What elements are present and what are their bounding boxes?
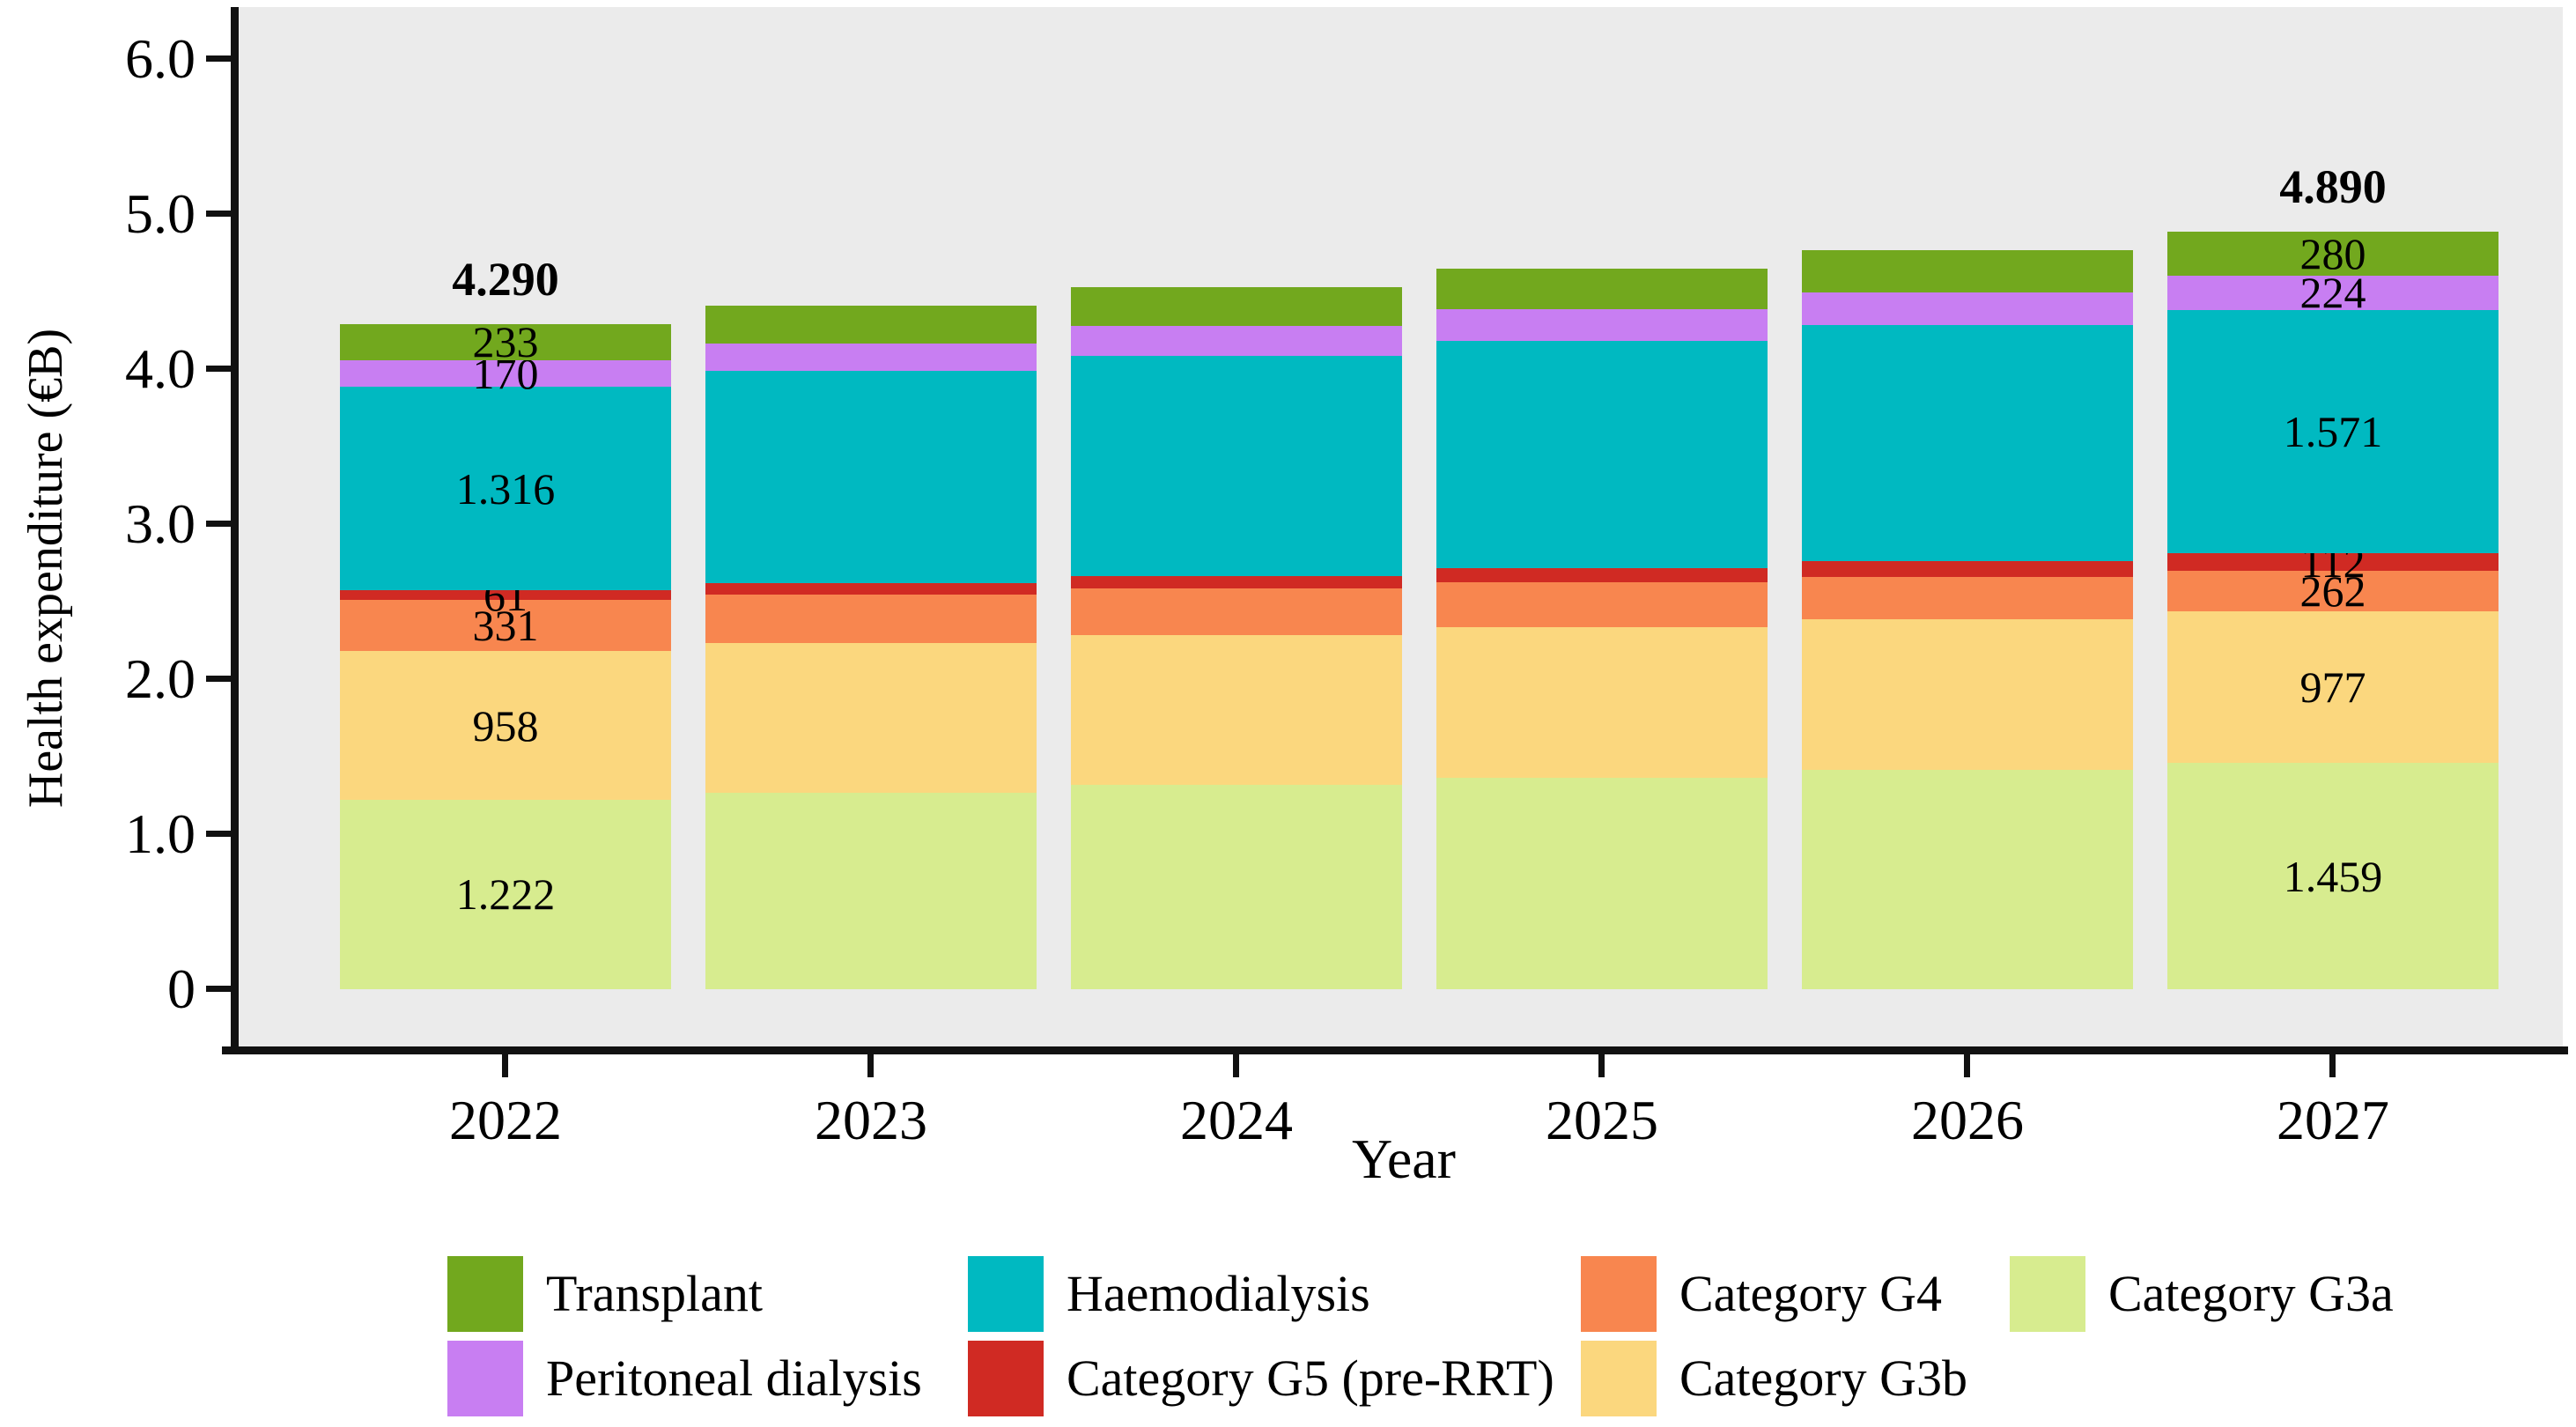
bar-segment (1436, 340, 1768, 569)
y-axis-tick-label: 2.0 (125, 647, 196, 710)
legend-label: Category G5 (pre-RRT) (1067, 1349, 1554, 1407)
x-axis-title: Year (1352, 1128, 1456, 1190)
bar-segment (1071, 326, 1402, 357)
y-axis-tick (206, 831, 231, 837)
legend-swatch (1581, 1256, 1657, 1332)
y-axis-line (231, 7, 239, 1054)
y-axis-tick-label: 5.0 (125, 182, 196, 245)
legend-swatch (447, 1341, 523, 1416)
x-axis-tick-label: 2027 (2277, 1089, 2389, 1151)
bar-segment (1071, 575, 1402, 588)
bar-segment (1802, 250, 2133, 292)
x-axis-tick (1598, 1054, 1605, 1077)
bar-segment (340, 386, 671, 591)
y-axis-tick (206, 211, 231, 217)
bar-segment-label: 331 (472, 601, 539, 651)
x-axis-tick (867, 1054, 874, 1077)
bar-segment (1802, 560, 2133, 577)
legend-swatch (2010, 1256, 2085, 1332)
bar-segment (2167, 763, 2498, 989)
legend-label: Peritoneal dialysis (546, 1349, 922, 1407)
legend-label: Transplant (546, 1265, 763, 1322)
bar-segment (1071, 286, 1402, 327)
bar-segment (340, 590, 671, 601)
y-axis-tick-label: 3.0 (125, 492, 196, 555)
bar-segment (705, 306, 1037, 344)
x-axis-tick (1964, 1054, 1970, 1077)
y-axis-tick (206, 55, 231, 62)
bar-segment (340, 799, 671, 989)
bar-segment-label: 977 (2299, 662, 2366, 713)
bar-segment (2167, 232, 2498, 276)
bar-segment-label: 262 (2299, 566, 2366, 617)
x-axis-tick-label: 2026 (1911, 1089, 2024, 1151)
bar-segment (340, 651, 671, 800)
bar-segment (1436, 582, 1768, 628)
bar-segment (1436, 269, 1768, 310)
bar-segment (1071, 785, 1402, 989)
x-axis-tick (1233, 1054, 1239, 1077)
bar-segment (1802, 292, 2133, 326)
bar-segment-label: 224 (2299, 268, 2366, 318)
bar-segment (1436, 568, 1768, 583)
y-axis-tick (206, 366, 231, 372)
x-axis-tick (502, 1054, 508, 1077)
bar-segment-label: 233 (472, 317, 539, 367)
bar-segment-label: 1.316 (455, 463, 556, 514)
bar-segment (2167, 553, 2498, 572)
bar-segment (2167, 309, 2498, 554)
legend-label: Haemodialysis (1067, 1265, 1370, 1322)
x-axis-tick-label: 2025 (1546, 1089, 1658, 1151)
legend-swatch (968, 1341, 1044, 1416)
y-axis-tick-label: 4.0 (125, 337, 196, 400)
legend-swatch (968, 1256, 1044, 1332)
bar-segment-label: 1.222 (455, 869, 556, 920)
y-axis-tick-label: 6.0 (125, 27, 196, 90)
y-axis-tick-label: 0 (167, 957, 196, 1020)
legend-swatch (447, 1256, 523, 1332)
bar-segment (705, 643, 1037, 793)
legend-label: Category G3b (1679, 1349, 1967, 1407)
bar-segment (705, 371, 1037, 584)
y-axis-tick-label: 1.0 (125, 802, 196, 865)
x-axis-tick-label: 2023 (815, 1089, 927, 1151)
x-axis-tick (2329, 1054, 2336, 1077)
legend-label: Category G3a (2108, 1265, 2394, 1322)
bar-segment (2167, 275, 2498, 310)
bar-segment-label: 280 (2299, 228, 2366, 278)
bar-segment (1802, 619, 2133, 771)
bar-segment (1071, 356, 1402, 576)
bar-segment-label: 1.459 (2283, 851, 2383, 901)
y-axis-tick (206, 521, 231, 527)
bar-total-label: 4.290 (452, 252, 559, 306)
bar-segment (1802, 770, 2133, 989)
bar-segment (1436, 777, 1768, 989)
bar-segment-label: 1.571 (2283, 407, 2383, 457)
legend-label: Category G4 (1679, 1265, 1942, 1322)
x-axis-tick-label: 2024 (1180, 1089, 1293, 1151)
bar-segment (1071, 635, 1402, 786)
legend-swatch (1581, 1341, 1657, 1416)
bar-segment (340, 323, 671, 360)
bar-segment (705, 792, 1037, 989)
bar-segment (2167, 571, 2498, 612)
bar-segment (705, 583, 1037, 595)
x-axis-line (222, 1046, 2568, 1054)
bar-segment (705, 343, 1037, 372)
y-axis-tick (206, 986, 231, 992)
y-axis-tick (206, 676, 231, 682)
bar-segment (2167, 611, 2498, 764)
bar-segment (1436, 627, 1768, 778)
bar-segment (1802, 325, 2133, 561)
bar-segment (705, 594, 1037, 644)
bar-segment (340, 359, 671, 387)
bar-segment (1436, 309, 1768, 341)
x-axis-tick-label: 2022 (449, 1089, 562, 1151)
bar-segment (1802, 576, 2133, 620)
bar-segment-label: 958 (472, 700, 539, 750)
bar-segment (340, 600, 671, 652)
bar-segment (1071, 588, 1402, 636)
bar-total-label: 4.890 (2279, 160, 2387, 214)
